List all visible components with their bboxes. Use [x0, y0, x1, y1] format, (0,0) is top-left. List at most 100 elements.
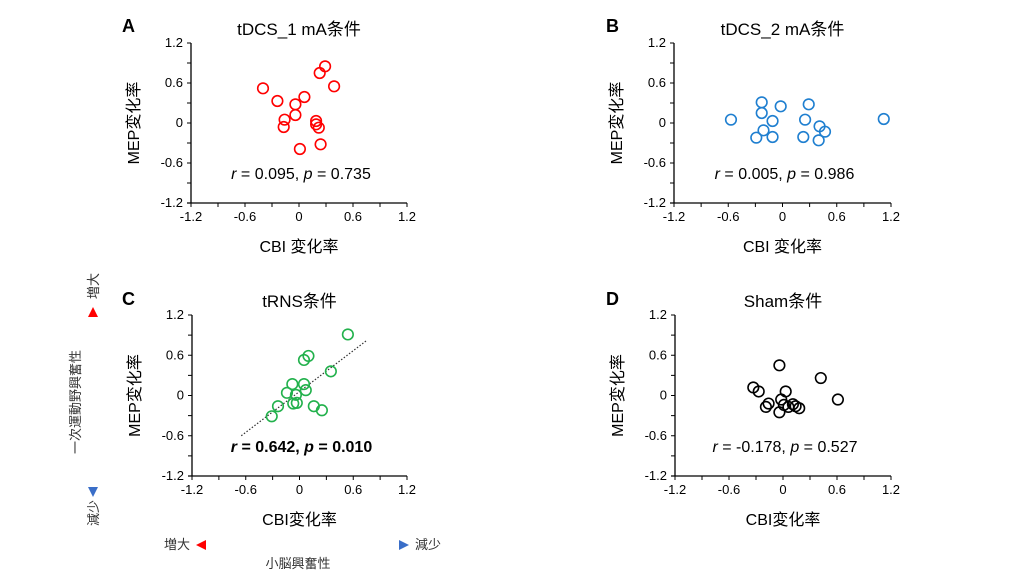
arrow-right-icon — [399, 540, 409, 550]
panel-d-data-point — [752, 385, 765, 398]
panel-b-data-point — [802, 98, 815, 111]
panel-c-stat-part: = 0.010 — [314, 439, 372, 456]
panel-b-y-tick-label: 0 — [659, 115, 666, 130]
panel-c-x-tick-label: 1.2 — [398, 482, 416, 497]
panel-d-data-point — [786, 398, 800, 411]
panel-b-stat-part: = 0.986 — [796, 166, 854, 183]
panel-a-data-point — [328, 80, 341, 93]
panel-d-data-point — [759, 400, 773, 414]
panel-a-data-point — [277, 120, 290, 134]
panel-d-stat-part: r — [712, 439, 718, 456]
panel-d-y-tick-label: 0.6 — [649, 347, 667, 362]
panel-b-data-point — [757, 124, 770, 137]
panel-c-data-point — [324, 365, 337, 378]
panel-b-stat-part: p — [786, 166, 796, 183]
panel-b-title: tDCS_2 mA条件 — [721, 20, 845, 39]
panel-d-y-axis-title: MEP変化率 — [609, 354, 627, 437]
panel-d-data-point — [773, 406, 786, 419]
panel-a-y-axis-title: MEP変化率 — [125, 82, 143, 165]
arrow-up-icon — [88, 307, 98, 317]
panel-b-stat-part: = 0.005, — [720, 166, 787, 183]
panel-b-data-point — [724, 113, 738, 126]
panel-b-data-point — [774, 100, 787, 113]
vertical-legend-title: 一次運動野興奮性 — [68, 350, 83, 454]
panel-c-y-axis-title: MEP変化率 — [126, 354, 144, 437]
panel-b-stat-text: r = 0.005, p = 0.986 — [715, 166, 855, 183]
panel-b-data-point — [797, 130, 810, 144]
panel-c-data-point — [299, 384, 312, 397]
panel-a-stat-part: = 0.095, — [236, 166, 303, 183]
panel-b-x-tick-label: 0.6 — [828, 209, 846, 224]
panel-a-x-axis-title: CBI 変化率 — [259, 238, 338, 256]
panel-c-data-point — [290, 396, 303, 409]
panel-d-y-tick-label: -1.2 — [645, 468, 667, 483]
panel-c-x-tick-label: 0 — [296, 482, 303, 497]
horizontal-legend-title: 小脳興奮性 — [265, 556, 330, 571]
panel-c-stat-part: p — [303, 439, 314, 456]
panel-b-letter: B — [606, 16, 619, 36]
panel-a-x-tick-label: -1.2 — [180, 209, 202, 224]
panel-a-x-tick-label: -0.6 — [234, 209, 256, 224]
panel-a-data-point — [298, 90, 311, 104]
panel-b-x-tick-label: -1.2 — [663, 209, 685, 224]
panel-a-data-point — [310, 114, 323, 128]
panel-c-stat-part: r — [231, 439, 238, 456]
panel-a-data-point — [271, 94, 284, 108]
panel-d-data-point — [762, 397, 775, 410]
panel-a-y-tick-label: 0.6 — [165, 75, 183, 90]
panel-a-y-tick-label: 1.2 — [165, 35, 183, 50]
panel-a-data-point — [313, 66, 326, 80]
panel-a-data-point — [319, 60, 332, 73]
panel-c-data-point — [341, 328, 354, 341]
panel-b-x-tick-label: -0.6 — [717, 209, 739, 224]
panel-d-data-point — [793, 402, 806, 415]
panel-b-data-point — [766, 114, 779, 128]
panel-c-data-point — [280, 386, 294, 399]
panel-a-stat-part: = 0.735 — [313, 166, 371, 183]
panel-c-data-point — [315, 404, 328, 417]
panel-c-data-point — [297, 377, 311, 391]
panel-d-y-tick-label: 1.2 — [649, 307, 667, 322]
panel-c-title: tRNS条件 — [262, 292, 337, 311]
panel-a-stat-text: r = 0.095, p = 0.735 — [231, 166, 371, 183]
panel-d-letter: D — [606, 289, 619, 309]
panel-b-data-point — [766, 130, 779, 144]
panel-a-letter: A — [122, 16, 135, 36]
panel-c-x-tick-label: -0.6 — [235, 482, 257, 497]
panel-b-data-point — [877, 112, 890, 126]
panel-d-x-tick-label: 1.2 — [882, 482, 900, 497]
panel-b-y-tick-label: -0.6 — [644, 155, 666, 170]
panel-a-y-tick-label: -0.6 — [161, 155, 183, 170]
panel-d-x-tick-label: 0 — [779, 482, 786, 497]
panel-b-y-tick-label: 1.2 — [648, 35, 666, 50]
panel-a-y-tick-label: 0 — [176, 115, 183, 130]
panel-c-x-tick-label: -1.2 — [181, 482, 203, 497]
panel-d-x-tick-label: -1.2 — [664, 482, 686, 497]
panel-c-data-point — [286, 377, 299, 391]
panel-d-x-tick-label: -0.6 — [718, 482, 740, 497]
vertical-legend-bottom-label: 減少 — [86, 500, 101, 526]
panel-b-stat-part: r — [715, 166, 721, 183]
horizontal-excitability-legend: 増大 減少 小脳興奮性 — [164, 537, 441, 571]
horizontal-legend-right-label: 減少 — [415, 537, 441, 552]
panel-d-title: Sham条件 — [744, 292, 822, 311]
panel-c-data-point — [289, 388, 303, 401]
panel-d-stat-part: p — [789, 439, 799, 456]
panel-a-data-point — [312, 121, 325, 134]
panel-d-stat-part: = -0.178, — [718, 439, 791, 456]
panel-b-x-tick-label: 1.2 — [882, 209, 900, 224]
panel-c-data-point — [271, 400, 285, 413]
panel-d: D Sham条件 -1.2 -0.6 0 0.6 1.2 1.2 0.6 0 -0.6 -1.2 CBI… — [606, 289, 900, 529]
panel-d-stat-text: r = -0.178, p = 0.527 — [712, 439, 857, 456]
panel-b-x-axis-title: CBI 変化率 — [743, 238, 822, 256]
panel-c-data-point — [297, 353, 311, 367]
panel-d-data-point — [773, 359, 786, 372]
panel-a-data-point — [314, 138, 327, 151]
panel-c-letter: C — [122, 289, 135, 309]
panel-a-data-point — [289, 98, 302, 111]
panel-c-data-point — [265, 410, 278, 423]
